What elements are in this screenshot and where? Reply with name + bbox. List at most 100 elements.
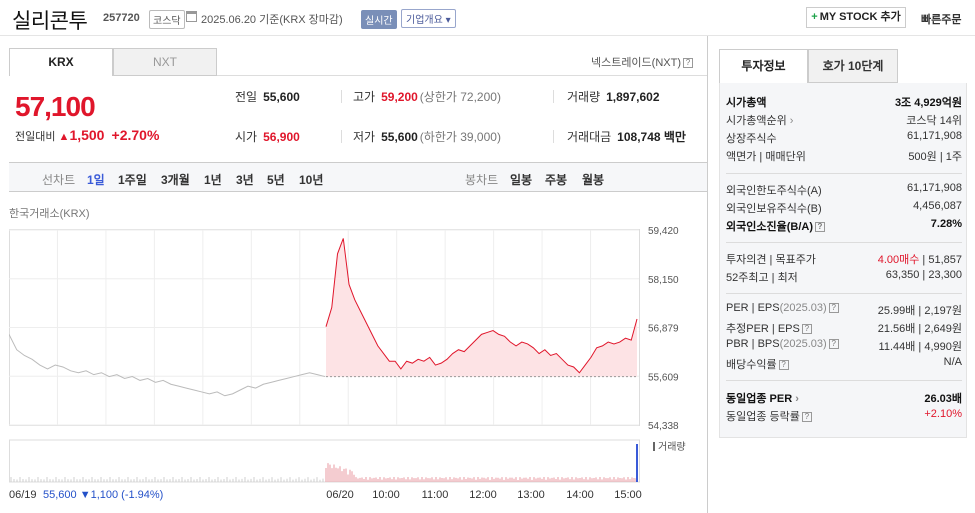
amount-label: 거래대금: [567, 130, 612, 144]
amount-value: 108,748 백만: [617, 130, 686, 144]
opinion-value: 4.00매수 | 51,857: [877, 254, 962, 266]
tab-invest-info[interactable]: 투자정보: [719, 49, 808, 83]
prev-close-label: 전일: [235, 90, 258, 104]
par-value-label: 액면가 | 매매단위: [726, 151, 806, 163]
divider: [726, 293, 962, 294]
price-change: 전일대비 ▲1,500 +2.70%: [15, 127, 159, 144]
foreign-limit-row: 외국인한도주식수(A) 61,171,908: [726, 180, 962, 198]
x-tick-label: 12:00: [469, 489, 497, 501]
divider: [341, 90, 342, 103]
period-3m[interactable]: 3개월: [161, 173, 190, 187]
est-per-value: 21.56배 | 2,649원: [877, 323, 962, 335]
period-bar: 선차트 1일 1주일 3개월 1년 3년 5년 10년 봉차트 일봉 주봉 월봉: [9, 162, 707, 192]
tab-divider: [217, 75, 707, 76]
lower-limit: (하한가 39,000): [419, 130, 501, 144]
market-cap-row: 시가총액 3조 4,929억원: [726, 92, 962, 110]
base-date: 2025.06.20 기준(KRX 장마감): [201, 14, 343, 26]
y-tick-label: 54,338: [648, 421, 679, 432]
nxt-link[interactable]: 넥스트레이드(NXT)?: [591, 54, 693, 70]
market-cap-rank-label[interactable]: 시가총액순위 ›: [726, 112, 793, 128]
period-1d[interactable]: 1일: [87, 173, 105, 187]
dividend-text: 배당수익률: [726, 359, 777, 371]
dividend-row: 배당수익률? N/A: [726, 354, 962, 372]
tab-orderbook[interactable]: 호가 10단계: [808, 49, 898, 83]
upper-limit: (상한가 72,200): [419, 90, 501, 104]
divider: [553, 90, 554, 103]
help-icon[interactable]: ?: [828, 303, 839, 314]
market-cap-rank-value: 코스닥 14위: [906, 115, 962, 127]
divider: [726, 173, 962, 174]
price-chart[interactable]: 59,420 58,150 56,879 55,609 54,338 거래량 06/20 10…: [9, 220, 707, 513]
candle-monthly[interactable]: 월봉: [582, 173, 605, 187]
foreign-hold-label: 외국인보유주식수(B): [726, 203, 822, 215]
tab-krx[interactable]: KRX: [9, 48, 113, 76]
est-per-label: 추정PER | EPS?: [726, 320, 812, 336]
stock-name: 실리콘투: [12, 10, 88, 33]
divider: [341, 130, 342, 143]
industry-per-text: 동일업종 PER: [726, 393, 793, 405]
shares-listed-label: 상장주식수: [726, 133, 777, 145]
help-icon[interactable]: ?: [778, 360, 789, 371]
candle-daily[interactable]: 일봉: [510, 173, 533, 187]
opinion-row: 투자의견 | 목표주가 4.00매수 | 51,857: [726, 249, 962, 267]
est-per-row: 추정PER | EPS? 21.56배 | 2,649원: [726, 318, 962, 336]
foreign-limit-label: 외국인한도주식수(A): [726, 185, 822, 197]
high-value: 59,200: [381, 90, 418, 104]
help-icon[interactable]: ?: [828, 339, 839, 350]
market-cap-rank-row: 시가총액순위 › 코스닥 14위: [726, 110, 962, 128]
exchange-label: 한국거래소(KRX): [9, 208, 90, 220]
low-label: 저가: [353, 130, 376, 144]
pbr-text: PBR | BPS: [726, 338, 780, 350]
period-1y[interactable]: 1년: [204, 173, 222, 187]
per-date: (2025.03): [779, 302, 827, 314]
invest-panel: 투자정보 호가 10단계 시가총액 3조 4,929억원 시가총액순위 › 코스닥 …: [707, 36, 975, 513]
high-price: 고가 59,200 (상한가 72,200): [353, 88, 501, 105]
market-cap-rank-text: 시가총액순위: [726, 115, 787, 127]
market-badge: 코스닥: [149, 10, 185, 29]
industry-per-label[interactable]: 동일업종 PER ›: [726, 390, 799, 406]
realtime-button[interactable]: 실시간: [361, 10, 397, 29]
x-tick-label: 06/20: [326, 489, 354, 501]
volume-frame: [9, 439, 640, 483]
dividend-label: 배당수익률?: [726, 356, 789, 372]
today-area: [326, 238, 637, 377]
change-pct: +2.70%: [111, 127, 160, 143]
foreign-hold-value: 4,456,087: [913, 200, 962, 212]
help-icon[interactable]: ?: [801, 412, 812, 423]
candle-weekly[interactable]: 주봉: [545, 173, 568, 187]
volume-label: 거래량: [567, 90, 601, 104]
dividend-value: N/A: [943, 356, 962, 368]
open-value: 56,900: [263, 130, 300, 144]
nxt-link-label: 넥스트레이드(NXT): [590, 57, 681, 69]
help-icon[interactable]: ?: [815, 222, 825, 233]
calendar-icon: [186, 11, 197, 22]
volume-value: 1,897,602: [606, 90, 660, 104]
help-icon[interactable]: ?: [801, 324, 812, 335]
tab-nxt[interactable]: NXT: [113, 48, 217, 76]
my-stock-add-button[interactable]: + MY STOCK 추가: [806, 7, 906, 28]
invest-info-box: 시가총액 3조 4,929억원 시가총액순위 › 코스닥 14위 상장주식수 61,1…: [719, 83, 967, 438]
stock-code: 257720: [103, 12, 140, 24]
week52-row: 52주최고 | 최저 63,350 | 23,300: [726, 267, 962, 285]
x-tick-label: 10:00: [372, 489, 400, 501]
period-3y[interactable]: 3년: [236, 173, 254, 187]
candle-chart-label: 봉차트: [465, 173, 499, 187]
divider: [726, 380, 962, 381]
period-5y[interactable]: 5년: [267, 173, 285, 187]
shares-listed-value: 61,171,908: [906, 130, 962, 142]
period-1w[interactable]: 1주일: [118, 173, 147, 187]
invest-tabs: 투자정보 호가 10단계: [719, 49, 967, 83]
company-overview-button[interactable]: 기업개요 ▾: [401, 9, 456, 28]
arrow-right-icon: ›: [795, 393, 799, 405]
par-value-value: 500원 | 1주: [908, 151, 962, 163]
help-icon[interactable]: ?: [683, 58, 693, 69]
industry-change-value: +2.10%: [924, 408, 962, 420]
quick-order-button[interactable]: 빠른주문: [921, 14, 962, 26]
foreign-ratio-value: 7.28%: [930, 218, 962, 230]
up-arrow-icon: ▲: [58, 131, 70, 143]
par-value-row: 액면가 | 매매단위 500원 | 1주: [726, 146, 962, 164]
foreign-limit-value: 61,171,908: [906, 182, 962, 194]
period-10y[interactable]: 10년: [299, 173, 324, 187]
open-price: 시가 56,900: [235, 128, 300, 145]
x-tick-label: 13:00: [517, 489, 545, 501]
